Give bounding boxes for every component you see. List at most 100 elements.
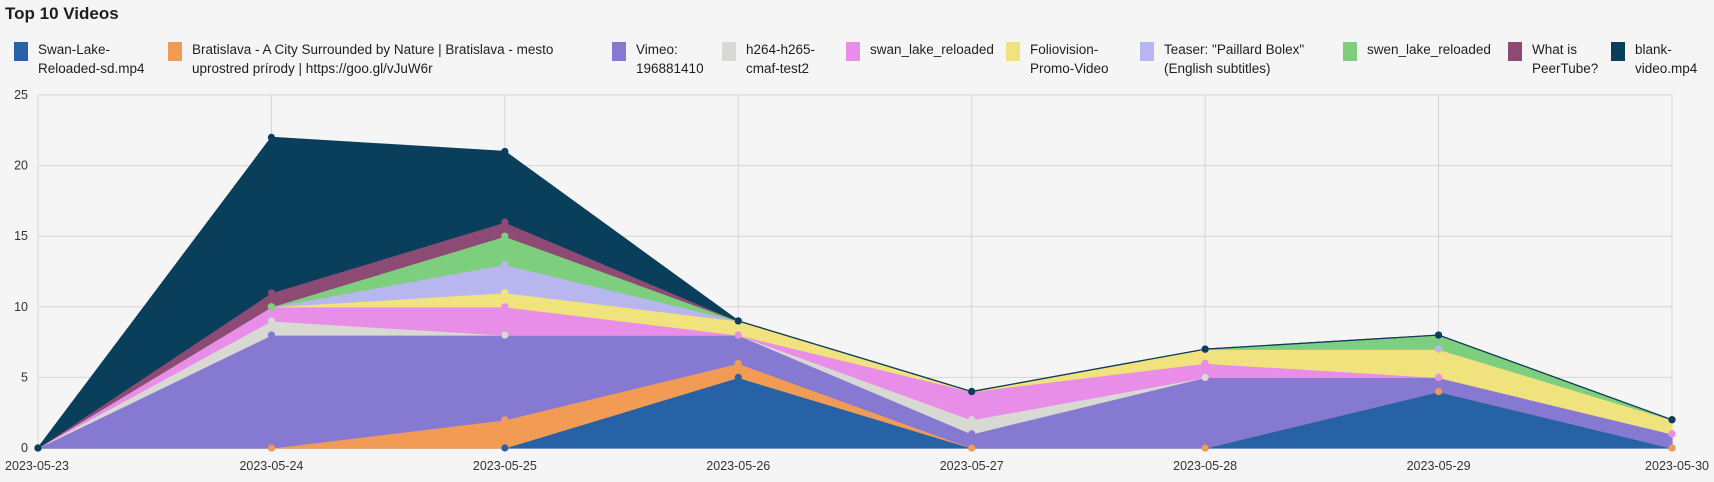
legend-item[interactable]: swan_lake_reloaded xyxy=(846,40,994,61)
data-point[interactable] xyxy=(1668,444,1676,452)
legend-item[interactable]: Teaser: "Paillard Bolex" (English subtitl… xyxy=(1140,40,1304,78)
legend-item[interactable]: Swan-Lake- Reloaded-sd.mp4 xyxy=(14,40,145,78)
data-point[interactable] xyxy=(734,359,742,367)
x-tick-label: 2023-05-26 xyxy=(706,459,770,473)
legend-swatch xyxy=(1140,42,1154,61)
legend-label-line: h264-h265- xyxy=(746,42,816,57)
legend-label: blank-video.mp4 xyxy=(1635,40,1697,78)
data-point[interactable] xyxy=(1201,345,1209,353)
data-point[interactable] xyxy=(267,444,276,452)
legend-swatch xyxy=(1343,42,1357,61)
data-point[interactable] xyxy=(968,387,976,396)
legend-item[interactable]: blank-video.mp4 xyxy=(1611,40,1697,78)
data-point[interactable] xyxy=(1434,331,1443,339)
data-point[interactable] xyxy=(501,289,509,297)
legend-label-line: What is xyxy=(1532,42,1578,57)
y-tick-label: 10 xyxy=(14,300,28,314)
data-point[interactable] xyxy=(501,147,509,156)
data-point[interactable] xyxy=(1668,430,1676,438)
data-point[interactable] xyxy=(267,289,276,297)
legend-label-line: Reloaded-sd.mp4 xyxy=(38,61,145,76)
legend-label-line: blank- xyxy=(1635,42,1672,57)
legend-item[interactable]: Foliovision- Promo-Video xyxy=(1006,40,1109,78)
data-point[interactable] xyxy=(1668,416,1676,424)
data-point[interactable] xyxy=(734,317,742,325)
x-axis-ticks: 2023-05-23 2023-05-24 2023-05-25 2023-05-26… xyxy=(5,459,1709,473)
data-point[interactable] xyxy=(968,444,976,452)
y-tick-label: 15 xyxy=(14,229,28,243)
legend-label: Bratislava - A City Surrounded by Nature… xyxy=(192,40,553,78)
legend-label: Foliovision- Promo-Video xyxy=(1030,40,1109,78)
data-point[interactable] xyxy=(734,373,742,381)
data-point[interactable] xyxy=(968,430,976,438)
legend-item[interactable]: swen_lake_reloaded xyxy=(1343,40,1491,61)
legend-label: swan_lake_reloaded xyxy=(870,40,994,59)
legend-label-line: swen_lake_reloaded xyxy=(1367,42,1491,57)
x-tick-label: 2023-05-30 xyxy=(1645,459,1709,473)
x-tick-label: 2023-05-24 xyxy=(239,459,303,473)
data-point[interactable] xyxy=(1434,387,1443,396)
legend-item[interactable]: Vimeo: 196881410 xyxy=(612,40,704,78)
x-tick-label: 2023-05-27 xyxy=(940,459,1004,473)
legend-swatch xyxy=(1006,42,1020,61)
legend-label-line: Promo-Video xyxy=(1030,61,1109,76)
legend-swatch xyxy=(1508,42,1522,61)
legend-label-line: 196881410 xyxy=(636,61,704,76)
series-areas xyxy=(37,136,1673,449)
legend-label-line: (English subtitles) xyxy=(1164,61,1271,76)
legend-label-line: Vimeo: xyxy=(636,42,678,57)
data-point[interactable] xyxy=(501,218,509,226)
data-point[interactable] xyxy=(1201,444,1209,452)
data-point[interactable] xyxy=(34,444,42,452)
legend-label-line: video.mp4 xyxy=(1635,61,1698,76)
legend-label: h264-h265- cmaf-test2 xyxy=(746,40,815,78)
legend-label-line: swan_lake_reloaded xyxy=(870,42,994,57)
data-point[interactable] xyxy=(501,232,509,240)
legend-swatch xyxy=(14,42,28,61)
legend-label: Teaser: "Paillard Bolex" (English subtitl… xyxy=(1164,40,1304,78)
x-tick-label: 2023-05-29 xyxy=(1407,459,1471,473)
y-axis-ticks: 0 5 10 15 20 25 xyxy=(14,88,28,455)
y-tick-label: 5 xyxy=(21,370,28,384)
y-tick-label: 0 xyxy=(21,441,28,455)
data-point[interactable] xyxy=(1434,373,1443,381)
data-point[interactable] xyxy=(501,444,509,452)
x-tick-label: 2023-05-23 xyxy=(5,459,69,473)
chart-title: Top 10 Videos xyxy=(5,4,119,23)
data-point[interactable] xyxy=(267,303,276,311)
data-point[interactable] xyxy=(267,331,276,339)
legend-swatch xyxy=(612,42,626,61)
data-point[interactable] xyxy=(501,303,509,311)
data-point[interactable] xyxy=(1201,359,1209,367)
legend-label-line: Bratislava - A City Surrounded by Nature… xyxy=(192,42,554,57)
legend-label-line: PeerTube? xyxy=(1532,61,1599,76)
data-point[interactable] xyxy=(734,331,742,339)
data-point[interactable] xyxy=(501,260,509,269)
x-tick-label: 2023-05-28 xyxy=(1173,459,1237,473)
x-tick-label: 2023-05-25 xyxy=(473,459,537,473)
legend-swatch xyxy=(1611,42,1625,61)
data-point[interactable] xyxy=(968,416,976,424)
y-tick-label: 20 xyxy=(14,159,28,173)
legend-label-line: Teaser: "Paillard Bolex" xyxy=(1164,42,1305,57)
data-point[interactable] xyxy=(501,331,509,339)
data-point[interactable] xyxy=(1434,345,1443,353)
legend-swatch xyxy=(846,42,860,61)
y-tick-label: 25 xyxy=(14,88,28,102)
legend-label-line: uprostred prírody | https://goo.gl/vJuW6… xyxy=(192,61,433,76)
legend-item[interactable]: Bratislava - A City Surrounded by Nature… xyxy=(168,40,553,78)
legend-item[interactable]: What is PeerTube? xyxy=(1508,40,1598,78)
legend-label: What is PeerTube? xyxy=(1532,40,1598,78)
series-points xyxy=(34,133,1676,452)
legend-label-line: Swan-Lake- xyxy=(38,42,111,57)
data-point[interactable] xyxy=(267,133,276,141)
data-point[interactable] xyxy=(267,317,276,325)
legend-label-line: cmaf-test2 xyxy=(746,61,810,76)
data-point[interactable] xyxy=(501,416,509,424)
legend-label: swen_lake_reloaded xyxy=(1367,40,1491,59)
chart-legend: Swan-Lake- Reloaded-sd.mp4 Bratislava - A … xyxy=(14,40,1714,82)
legend-label: Swan-Lake- Reloaded-sd.mp4 xyxy=(38,40,145,78)
data-point[interactable] xyxy=(1201,373,1209,381)
legend-item[interactable]: h264-h265- cmaf-test2 xyxy=(722,40,815,78)
